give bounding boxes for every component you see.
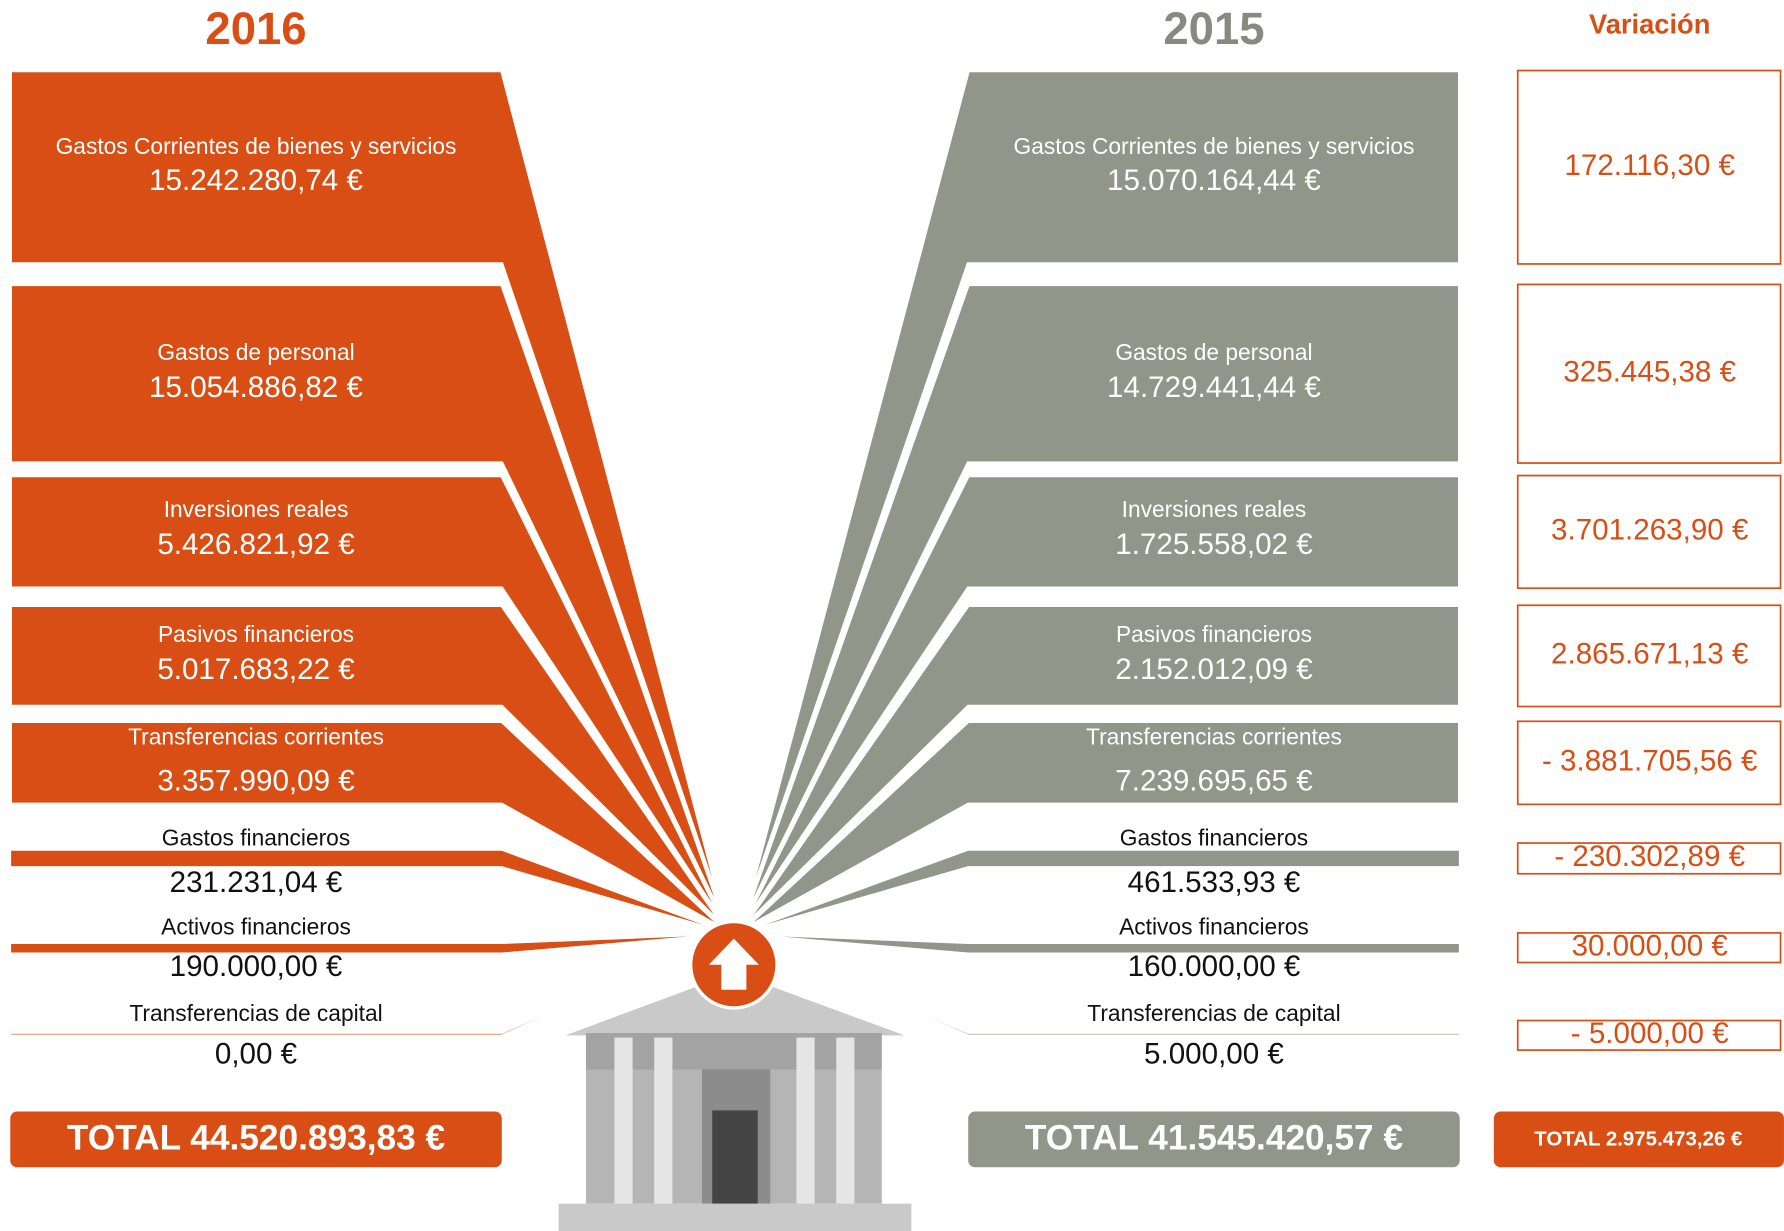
variation-value: 172.116,30 € xyxy=(1564,149,1735,182)
row-label: Transferencias corrientes xyxy=(128,723,384,749)
row-label: Transferencias corrientes xyxy=(1086,723,1342,749)
row-label: Transferencias de capital xyxy=(1087,1000,1340,1026)
row-value: 5.017.683,22 € xyxy=(157,653,355,686)
bar-left xyxy=(10,934,726,953)
row-value: 190.000,00 € xyxy=(170,950,343,983)
page: 2016 2015 Variación TOTAL 44.520.893,83 … xyxy=(0,0,1784,1231)
row-label: Pasivos financieros xyxy=(1116,621,1312,647)
row-value: 3.357.990,09 € xyxy=(157,765,355,798)
total: TOTAL 2.975.473,26 € xyxy=(1534,1127,1743,1150)
row-label: Pasivos financieros xyxy=(158,621,354,647)
row-value: 15.070.164,44 € xyxy=(1107,164,1321,197)
row-value: 160.000,00 € xyxy=(1128,950,1301,983)
variation-title: Variación xyxy=(1589,8,1710,39)
row-value: 15.242.280,74 € xyxy=(149,164,363,197)
total: TOTAL 44.520.893,83 € xyxy=(67,1118,445,1157)
row-label: Gastos financieros xyxy=(162,825,350,851)
variation-value: 3.701.263,90 € xyxy=(1551,514,1749,547)
row-label: Gastos de personal xyxy=(1115,339,1312,365)
year-title: 2015 xyxy=(1163,3,1264,54)
row-label: Inversiones reales xyxy=(1122,496,1307,522)
row-label: Gastos Corrientes de bienes y servicios xyxy=(1014,133,1415,159)
variation-value: - 3.881.705,56 € xyxy=(1542,745,1758,778)
row-value: 231.231,04 € xyxy=(170,866,343,899)
row-label: Activos financieros xyxy=(1119,913,1309,939)
variation-value: - 230.302,89 € xyxy=(1554,840,1745,873)
row-value: 0,00 € xyxy=(215,1038,298,1071)
row-label: Gastos financieros xyxy=(1120,825,1308,851)
variation-value: 2.865.671,13 € xyxy=(1551,638,1749,671)
row-label: Activos financieros xyxy=(161,913,351,939)
row-value: 7.239.695,65 € xyxy=(1115,765,1313,798)
row-label: Gastos Corrientes de bienes y servicios xyxy=(56,133,457,159)
row-value: 461.533,93 € xyxy=(1128,866,1301,899)
total: TOTAL 41.545.420,57 € xyxy=(1025,1118,1403,1157)
row-value: 5.000,00 € xyxy=(1144,1038,1284,1071)
row-label: Gastos de personal xyxy=(157,339,354,365)
variation-value: 30.000,00 € xyxy=(1572,930,1729,963)
infographic: 2016 2015 Variación TOTAL 44.520.893,83 … xyxy=(0,0,1784,1231)
row-value: 14.729.441,44 € xyxy=(1107,371,1321,404)
year-title: 2016 xyxy=(205,3,306,54)
row-label: Transferencias de capital xyxy=(129,1000,382,1026)
building xyxy=(559,922,912,1231)
row-value: 15.054.886,82 € xyxy=(149,371,363,404)
bar-right xyxy=(742,934,1460,953)
row-label: Inversiones reales xyxy=(164,496,349,522)
variation-value: 325.445,38 € xyxy=(1563,356,1736,389)
row-value: 2.152.012,09 € xyxy=(1115,653,1313,686)
variation-value: - 5.000,00 € xyxy=(1571,1017,1729,1050)
row-value: 5.426.821,92 € xyxy=(157,528,355,561)
row-value: 1.725.558,02 € xyxy=(1115,528,1313,561)
